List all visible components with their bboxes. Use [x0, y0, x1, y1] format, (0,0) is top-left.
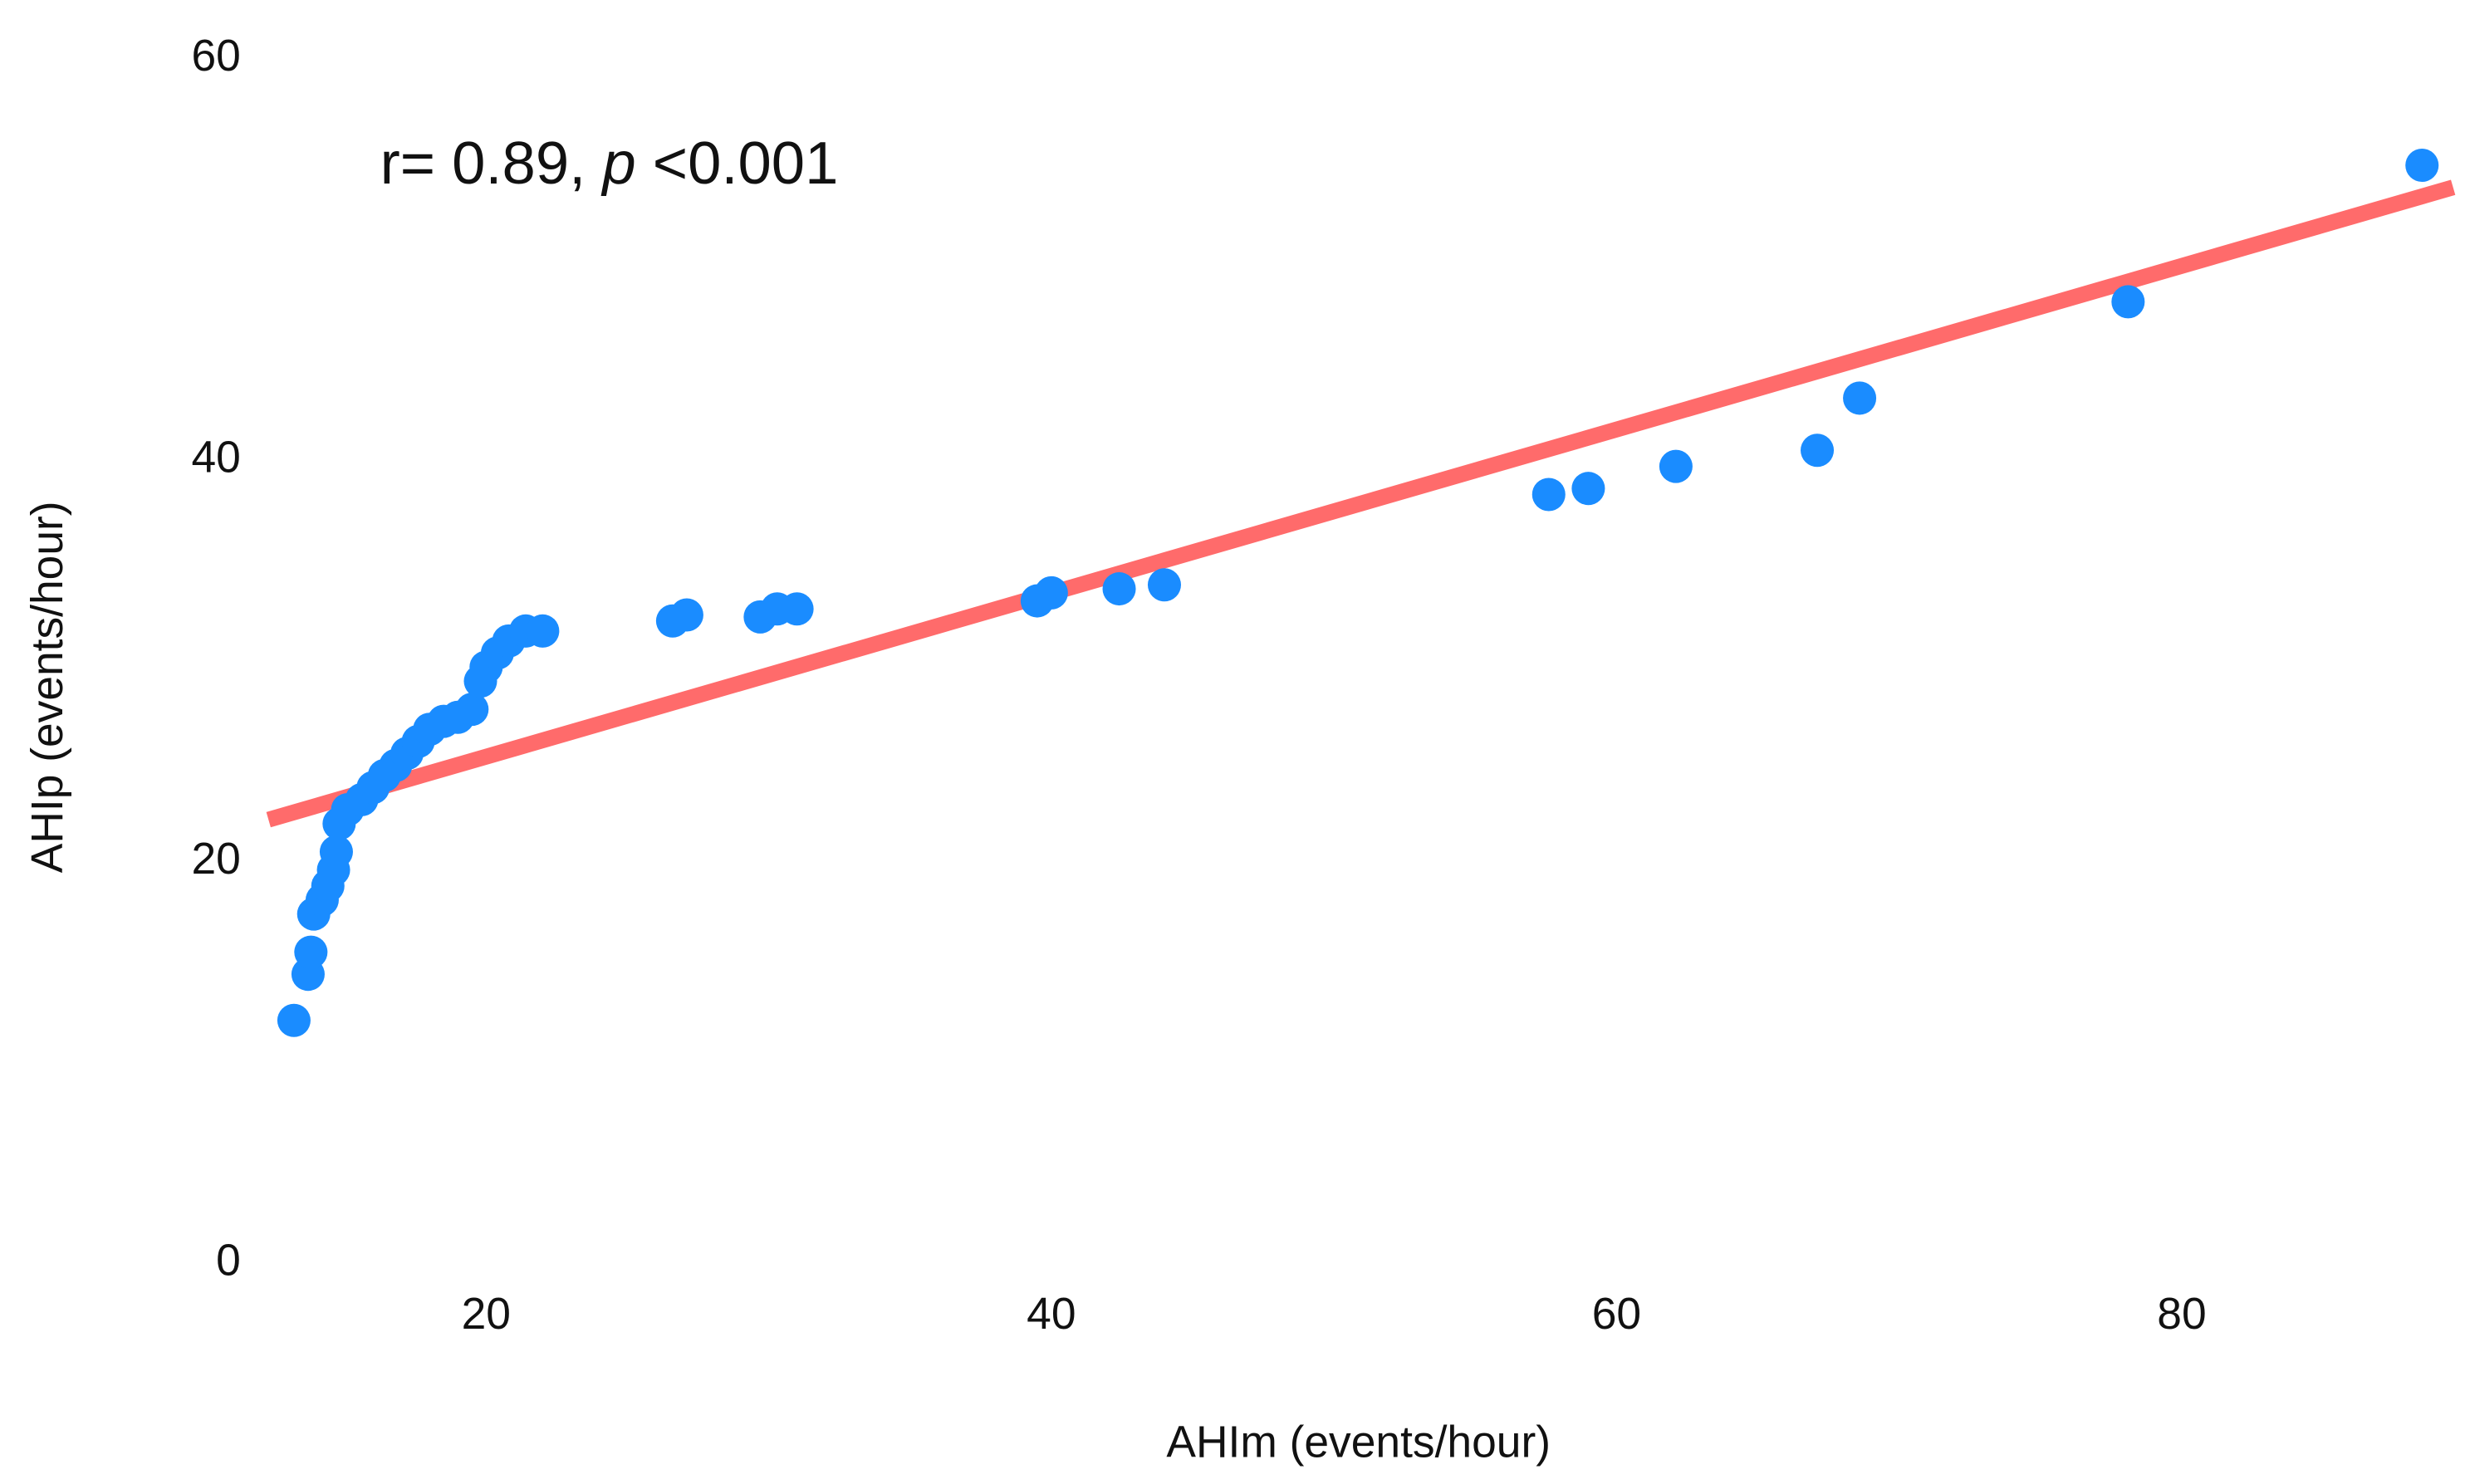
- x-axis-label: AHIm (events/hour): [1166, 1418, 1551, 1467]
- data-point: [2111, 285, 2145, 319]
- data-point: [669, 598, 703, 632]
- annotation-text: p: [600, 130, 635, 197]
- data-point: [277, 1003, 311, 1037]
- y-tick-label: 0: [216, 1236, 241, 1285]
- data-point: [1102, 572, 1136, 606]
- y-axis-label: AHIp (events/hour): [23, 501, 72, 873]
- y-tick-label: 40: [191, 433, 240, 482]
- annotation-text: r= 0.89,: [380, 130, 603, 197]
- data-point: [780, 592, 814, 626]
- data-point: [1843, 381, 1877, 415]
- data-point: [1147, 568, 1181, 602]
- y-tick-label: 20: [191, 835, 240, 884]
- y-tick-label: 60: [191, 32, 240, 81]
- annotation-text: <0.001: [636, 130, 839, 197]
- data-point: [1801, 433, 1835, 468]
- x-tick-label: 20: [462, 1290, 511, 1339]
- trend-line: [266, 179, 2456, 828]
- annotation: r= 0.89, p <0.001: [380, 130, 839, 197]
- data-point: [319, 835, 353, 869]
- data-point: [294, 935, 328, 969]
- data-point: [1659, 449, 1693, 483]
- x-tick-label: 60: [1592, 1290, 1641, 1339]
- data-point: [1571, 472, 1605, 506]
- data-point: [455, 693, 489, 727]
- data-point: [2405, 149, 2439, 183]
- data-point: [1531, 478, 1566, 512]
- x-tick-label: 40: [1027, 1290, 1076, 1339]
- x-tick-label: 80: [2157, 1290, 2206, 1339]
- data-point: [1034, 575, 1068, 610]
- data-point: [526, 614, 560, 648]
